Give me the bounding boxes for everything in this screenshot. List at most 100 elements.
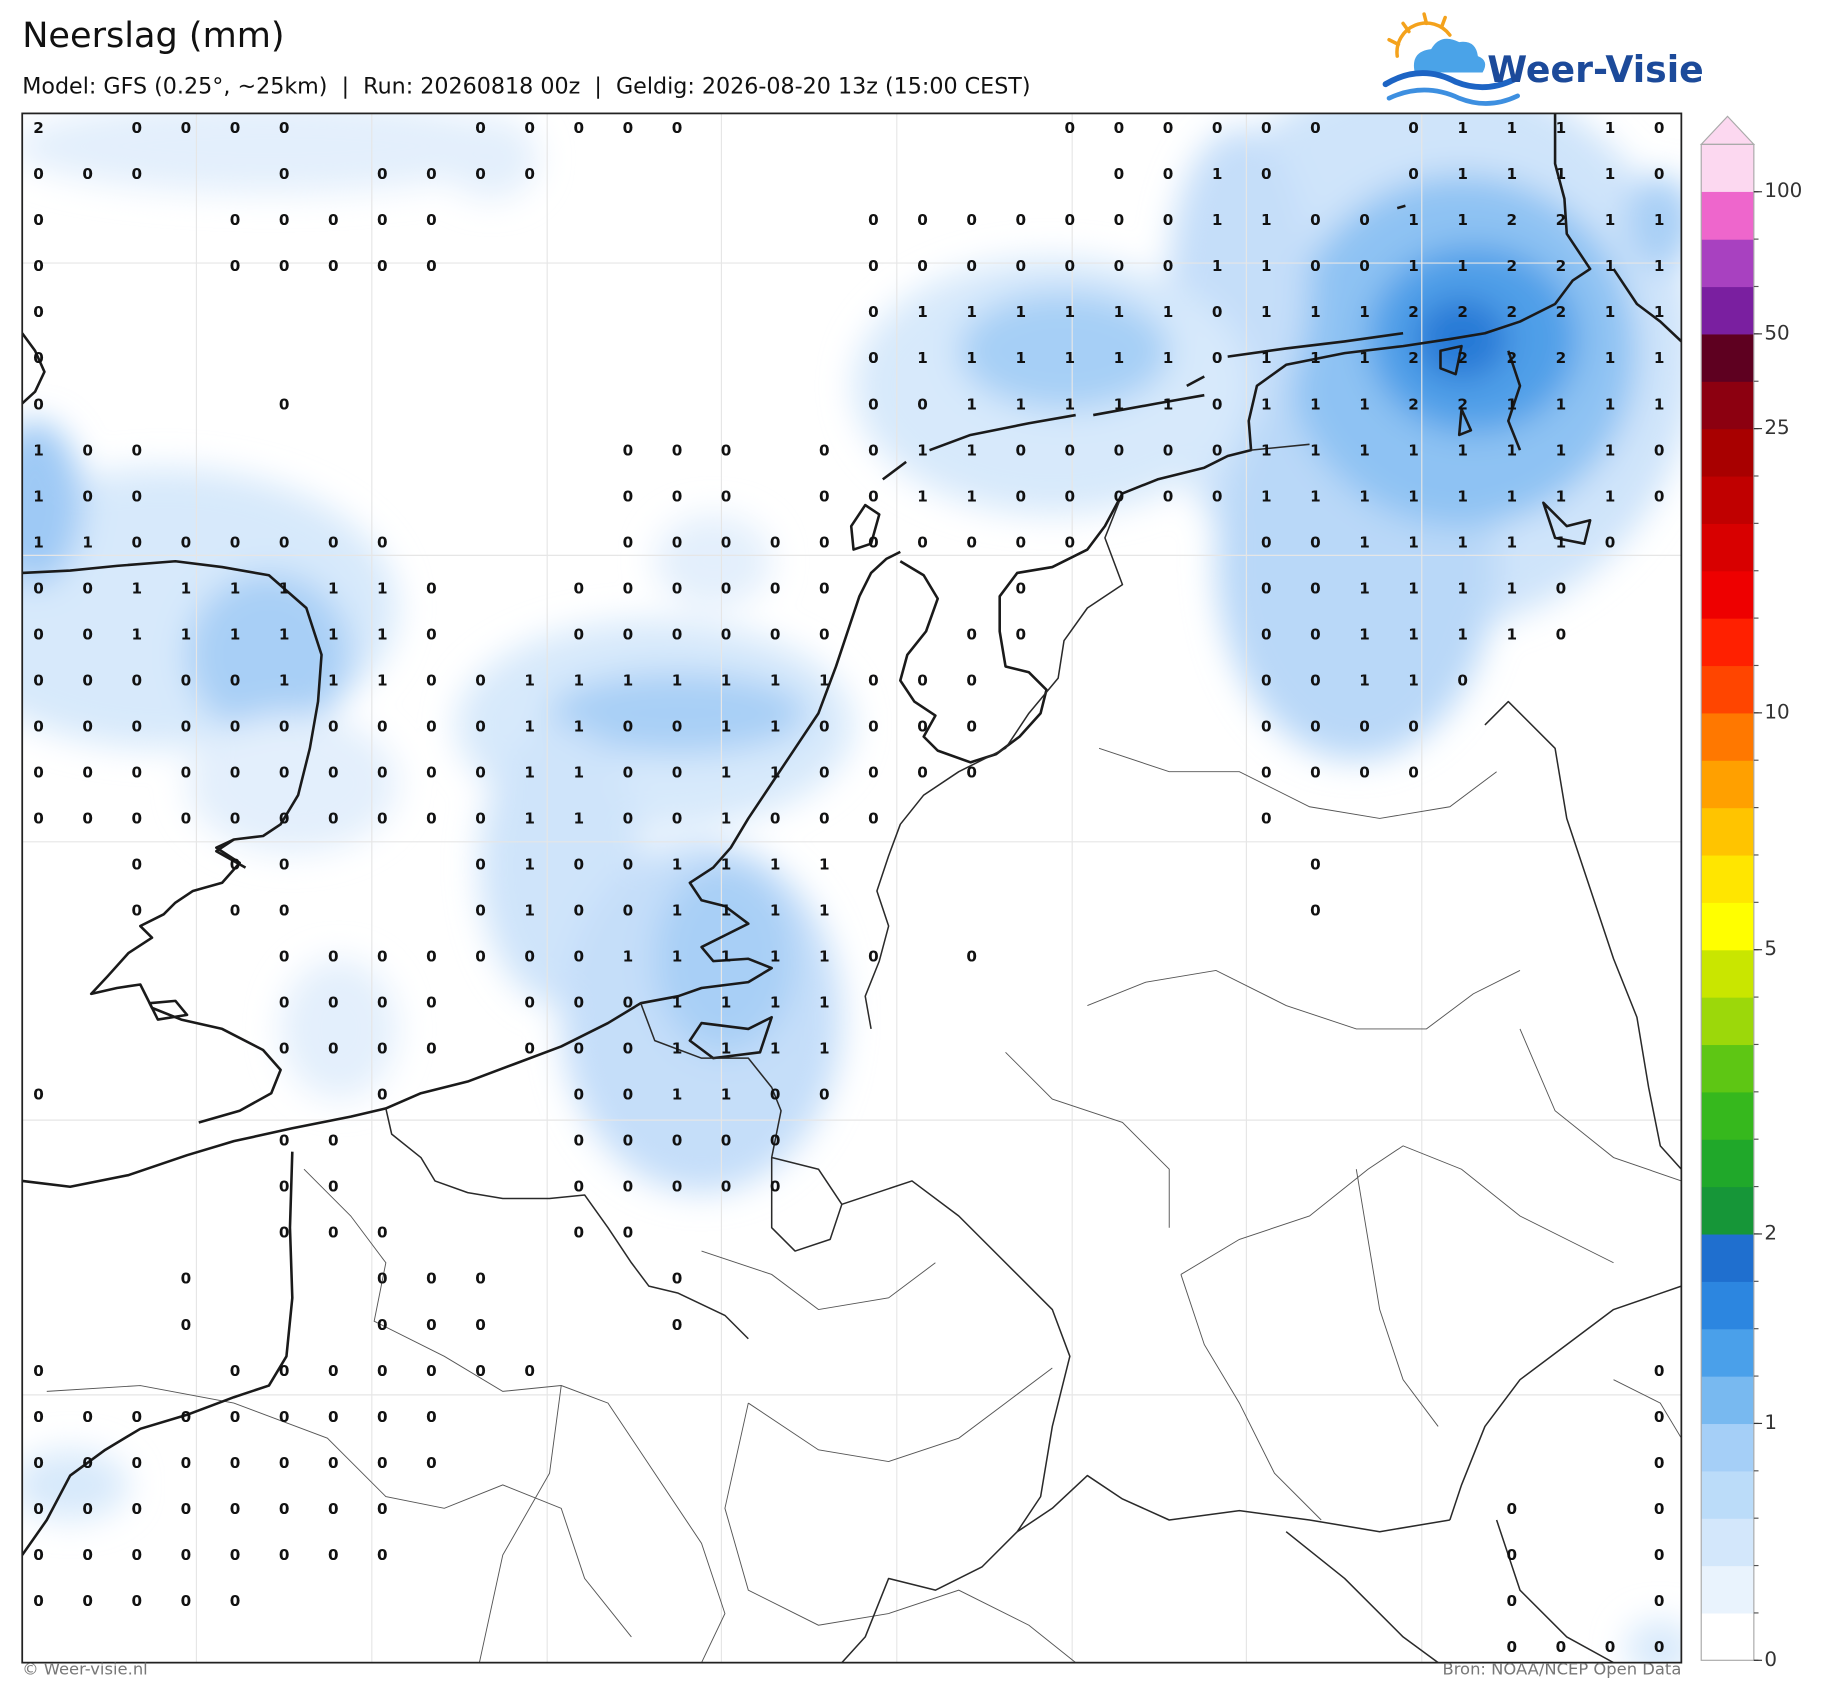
grid-value: 0 bbox=[1114, 487, 1125, 505]
grid-value: 1 bbox=[672, 948, 683, 966]
grid-value: 0 bbox=[279, 1408, 290, 1426]
grid-value: 1 bbox=[672, 902, 683, 920]
grid-value: 1 bbox=[721, 671, 732, 689]
grid-value: 1 bbox=[1556, 395, 1567, 413]
grid-value: 1 bbox=[966, 349, 977, 367]
grid-value: 0 bbox=[33, 1086, 44, 1104]
grid-value: 0 bbox=[573, 625, 584, 643]
grid-value: 0 bbox=[475, 1362, 486, 1380]
grid-value: 1 bbox=[1114, 303, 1125, 321]
grid-value: 0 bbox=[1310, 257, 1321, 275]
grid-value: 0 bbox=[132, 717, 143, 735]
grid-value: 0 bbox=[230, 671, 241, 689]
grid-value: 0 bbox=[132, 1454, 143, 1472]
grid-value: 1 bbox=[1605, 441, 1616, 459]
grid-value: 0 bbox=[230, 1500, 241, 1518]
grid-value: 1 bbox=[1605, 303, 1616, 321]
grid-value: 1 bbox=[1507, 441, 1518, 459]
grid-value: 0 bbox=[1310, 533, 1321, 551]
grid-value: 1 bbox=[819, 902, 830, 920]
grid-value: 0 bbox=[721, 487, 732, 505]
grid-value: 1 bbox=[1065, 349, 1076, 367]
grid-value: 0 bbox=[279, 994, 290, 1012]
grid-value: 0 bbox=[1163, 487, 1174, 505]
grid-value: 1 bbox=[573, 809, 584, 827]
grid-value: 0 bbox=[426, 625, 437, 643]
grid-value: 1 bbox=[1261, 441, 1272, 459]
colorbar-segment bbox=[1701, 1186, 1754, 1235]
grid-value: 0 bbox=[1261, 165, 1272, 183]
grid-value: 1 bbox=[819, 671, 830, 689]
grid-value: 0 bbox=[181, 717, 192, 735]
grid-value: 1 bbox=[1507, 533, 1518, 551]
grid-value: 0 bbox=[33, 1592, 44, 1610]
grid-value: 1 bbox=[1359, 441, 1370, 459]
grid-value: 1 bbox=[279, 671, 290, 689]
grid-value: 0 bbox=[279, 1362, 290, 1380]
grid-value: 1 bbox=[132, 579, 143, 597]
grid-value: 0 bbox=[230, 1362, 241, 1380]
grid-value: 1 bbox=[966, 487, 977, 505]
footer-right: Bron: NOAA/NCEP Open Data bbox=[1442, 1659, 1681, 1678]
grid-value: 1 bbox=[1457, 211, 1468, 229]
grid-value: 0 bbox=[868, 395, 879, 413]
grid-value: 0 bbox=[1015, 579, 1026, 597]
grid-value: 0 bbox=[328, 533, 339, 551]
grid-value: 0 bbox=[181, 119, 192, 137]
grid-value: 0 bbox=[917, 533, 928, 551]
grid-value: 2 bbox=[1556, 257, 1567, 275]
grid-value: 1 bbox=[1310, 303, 1321, 321]
grid-value: 0 bbox=[426, 994, 437, 1012]
colorbar-segment bbox=[1701, 760, 1754, 809]
grid-value: 0 bbox=[377, 1362, 388, 1380]
grid-value: 0 bbox=[181, 1500, 192, 1518]
grid-value: 0 bbox=[1261, 625, 1272, 643]
grid-value: 0 bbox=[82, 717, 93, 735]
grid-value: 0 bbox=[1114, 257, 1125, 275]
grid-value: 0 bbox=[1015, 257, 1026, 275]
grid-value: 0 bbox=[1654, 165, 1665, 183]
grid-value: 0 bbox=[132, 165, 143, 183]
grid-value: 0 bbox=[623, 1086, 634, 1104]
grid-value: 0 bbox=[1654, 1500, 1665, 1518]
colorbar-segment bbox=[1701, 1328, 1754, 1377]
grid-value: 0 bbox=[573, 902, 584, 920]
grid-value: 0 bbox=[1654, 1638, 1665, 1656]
grid-value: 1 bbox=[1408, 671, 1419, 689]
grid-value: 1 bbox=[33, 533, 44, 551]
grid-value: 1 bbox=[1457, 625, 1468, 643]
grid-value: 0 bbox=[475, 165, 486, 183]
grid-value: 0 bbox=[181, 809, 192, 827]
grid-value: 0 bbox=[1556, 579, 1567, 597]
grid-value: 0 bbox=[377, 1500, 388, 1518]
grid-value: 1 bbox=[1359, 533, 1370, 551]
grid-value: 0 bbox=[181, 1270, 192, 1288]
grid-value: 0 bbox=[573, 948, 584, 966]
grid-value: 0 bbox=[1212, 303, 1223, 321]
grid-value: 0 bbox=[377, 211, 388, 229]
grid-value: 1 bbox=[524, 763, 535, 781]
grid-value: 2 bbox=[1507, 303, 1518, 321]
grid-value: 1 bbox=[1457, 257, 1468, 275]
grid-value: 0 bbox=[1359, 211, 1370, 229]
grid-value: 0 bbox=[33, 1500, 44, 1518]
grid-value: 1 bbox=[230, 625, 241, 643]
grid-value: 2 bbox=[1408, 395, 1419, 413]
grid-value: 1 bbox=[721, 902, 732, 920]
grid-value: 0 bbox=[328, 211, 339, 229]
grid-value: 0 bbox=[1261, 717, 1272, 735]
grid-value: 0 bbox=[623, 487, 634, 505]
grid-value: 1 bbox=[1457, 579, 1468, 597]
grid-value: 1 bbox=[1359, 671, 1370, 689]
grid-value: 2 bbox=[1457, 349, 1468, 367]
grid-value: 0 bbox=[426, 763, 437, 781]
grid-value: 1 bbox=[524, 856, 535, 874]
colorbar-tick-label: 10 bbox=[1764, 700, 1789, 723]
grid-value: 1 bbox=[917, 303, 928, 321]
grid-value: 1 bbox=[623, 671, 634, 689]
grid-value: 0 bbox=[1163, 441, 1174, 459]
grid-value: 0 bbox=[1261, 671, 1272, 689]
grid-value: 0 bbox=[475, 1316, 486, 1334]
grid-value: 0 bbox=[917, 395, 928, 413]
